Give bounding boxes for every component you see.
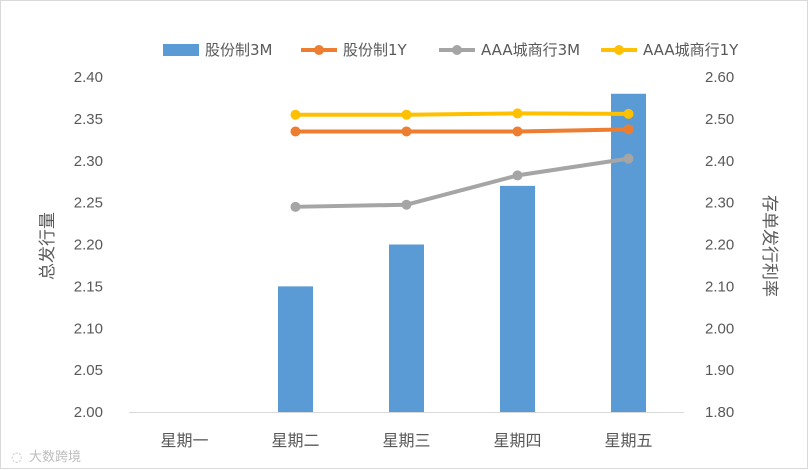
legend-swatch-marker [614, 45, 624, 55]
watermark-text: 大数跨境 [29, 450, 81, 465]
line-point-marker [512, 108, 523, 119]
left-tick-label: 2.00 [74, 404, 103, 421]
line-point-marker [512, 126, 523, 137]
right-tick-label: 2.30 [705, 195, 734, 212]
right-tick-label: 2.10 [705, 278, 734, 295]
right-axis-title: 存单发行利率 [759, 195, 779, 297]
axes: 2.00 2.05 2.10 2.15 2.20 2.25 2.30 2.35 2.40 1.80… [74, 69, 734, 450]
legend-label: AAA城商行3M [481, 41, 580, 59]
watermark: ◌ 大数跨境 [11, 450, 81, 465]
bar-series [278, 93, 646, 412]
right-tick-label: 2.40 [705, 153, 734, 170]
left-axis-title: 总发行量 [38, 212, 58, 280]
legend: 股份制3M 股份制1Y AAA城商行3M AAA城商行1Y [163, 41, 739, 59]
bar-mark [500, 185, 535, 412]
line-point-marker [401, 126, 412, 137]
x-category-label: 星期二 [271, 431, 319, 450]
legend-label: 股份制3M [205, 41, 273, 59]
line-point-marker [401, 109, 412, 120]
legend-swatch-marker [452, 45, 462, 55]
line-point-marker [623, 108, 634, 119]
legend-label: 股份制1Y [343, 41, 408, 59]
series-line [295, 111, 629, 117]
left-tick-label: 2.10 [74, 320, 103, 337]
line-point-marker [401, 199, 412, 210]
bar-mark [278, 286, 313, 412]
right-tick-label: 2.00 [705, 320, 734, 337]
left-tick-label: 2.35 [74, 111, 103, 128]
left-tick-label: 2.30 [74, 153, 103, 170]
watermark-logo-icon: ◌ [11, 450, 22, 465]
legend-label: AAA城商行1Y [643, 41, 739, 59]
right-tick-label: 2.60 [705, 69, 734, 86]
left-tick-label: 2.20 [74, 237, 103, 254]
right-tick-label: 2.50 [705, 111, 734, 128]
left-tick-label: 2.15 [74, 278, 103, 295]
bar-mark [389, 244, 424, 412]
x-category-label: 星期一 [160, 431, 208, 450]
left-tick-label: 2.25 [74, 195, 103, 212]
series-line [295, 156, 629, 209]
x-category-label: 星期五 [604, 431, 652, 450]
line-series [290, 108, 634, 212]
line-point-marker [290, 109, 301, 120]
line-point-marker [290, 126, 301, 137]
left-tick-label: 2.05 [74, 362, 103, 379]
left-tick-label: 2.40 [74, 69, 103, 86]
line-point-marker [290, 201, 301, 212]
right-tick-label: 1.90 [705, 362, 734, 379]
x-category-label: 星期四 [493, 431, 541, 450]
x-category-label: 星期三 [382, 431, 430, 450]
bar-mark [611, 93, 646, 412]
line-point-marker [623, 153, 634, 164]
right-tick-label: 1.80 [705, 404, 734, 421]
series-line [295, 127, 629, 134]
line-point-marker [512, 170, 523, 181]
legend-swatch-bar [163, 44, 199, 56]
legend-swatch-marker [314, 45, 324, 55]
line-point-marker [623, 124, 634, 135]
right-tick-label: 2.20 [705, 237, 734, 254]
